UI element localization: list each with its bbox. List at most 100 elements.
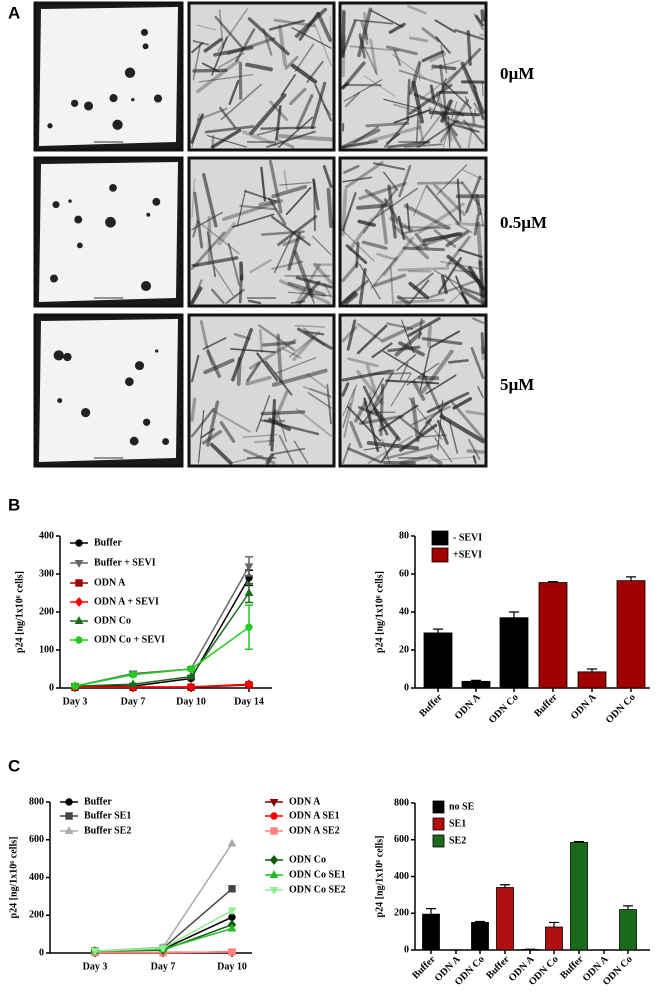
marker <box>64 826 74 835</box>
fibril <box>440 45 448 74</box>
fibril <box>289 87 307 106</box>
y-tick-label: 0 <box>404 682 409 693</box>
marker <box>244 588 254 597</box>
aggregate <box>125 377 134 387</box>
fibril <box>356 323 382 341</box>
fibril <box>217 8 249 52</box>
fibril <box>365 364 377 395</box>
fibril <box>354 400 368 423</box>
legend-label: ODN A SE1 <box>289 810 340 821</box>
fibril <box>428 106 475 134</box>
series-line <box>74 592 250 687</box>
fibril <box>475 15 485 27</box>
fibril <box>284 55 299 70</box>
fibril <box>293 440 309 464</box>
fibril <box>341 262 360 283</box>
fibril <box>369 38 378 74</box>
fibril <box>393 224 430 260</box>
legend-label: no SE <box>449 801 475 812</box>
marker <box>186 671 196 680</box>
bar <box>423 632 453 689</box>
fibril <box>429 52 447 63</box>
fibril <box>408 61 422 95</box>
fibril <box>406 202 411 232</box>
marker <box>75 636 83 644</box>
fibril <box>447 115 451 148</box>
fibril <box>358 267 367 305</box>
fibril <box>341 369 392 382</box>
aggregate <box>155 349 159 353</box>
fibril <box>341 141 371 149</box>
fibril <box>434 437 453 463</box>
fibril <box>283 169 288 191</box>
fibril <box>314 83 333 122</box>
fibril <box>294 324 325 328</box>
fibril <box>190 407 215 438</box>
fibril <box>190 397 197 422</box>
fibril <box>466 449 485 454</box>
fibril <box>412 380 426 401</box>
fibril <box>356 324 388 355</box>
fibril <box>206 135 247 148</box>
fibril <box>415 110 445 148</box>
aggregate <box>84 101 94 111</box>
fibril <box>435 36 451 54</box>
fibril <box>206 349 222 378</box>
fibril <box>294 43 315 72</box>
bar <box>461 680 491 689</box>
fibril <box>266 130 316 148</box>
fibril <box>355 241 360 268</box>
legend-label: ODN A <box>289 796 321 807</box>
micrograph <box>187 313 336 468</box>
fibril <box>362 385 389 436</box>
fibril <box>408 281 430 300</box>
fibril <box>348 217 374 251</box>
fibril <box>422 232 463 243</box>
y-tick-label: 800 <box>29 796 44 807</box>
fibril <box>292 337 315 362</box>
fibril <box>408 83 453 115</box>
fibril <box>398 164 412 198</box>
fibril <box>190 231 226 270</box>
fibril <box>329 16 332 44</box>
fibril <box>403 224 442 235</box>
fibril <box>191 42 204 54</box>
error-bar <box>574 840 584 843</box>
marker <box>129 671 137 679</box>
fibril <box>415 111 420 144</box>
fibril <box>356 203 388 210</box>
fibril <box>268 408 277 447</box>
fibril <box>379 383 385 437</box>
fibril <box>357 219 376 227</box>
fibril <box>478 260 485 298</box>
fibril <box>460 286 485 297</box>
fibril <box>425 185 460 225</box>
y-tick-label: 600 <box>394 834 409 845</box>
aggregate <box>53 350 64 361</box>
fibril <box>345 292 359 305</box>
y-tick-label: 300 <box>39 568 54 579</box>
y-tick-label: 60 <box>399 568 409 579</box>
concentration-label: 5µM <box>500 375 534 394</box>
fibril <box>392 54 427 80</box>
fibril <box>411 80 424 124</box>
fibril <box>393 49 402 67</box>
fibril <box>418 418 432 435</box>
fibril <box>410 397 420 443</box>
fibril <box>295 94 314 130</box>
fibril <box>440 274 448 295</box>
aggregate <box>81 408 91 418</box>
fibril <box>235 28 256 62</box>
x-tick-label: Day 3 <box>83 961 108 972</box>
fibril <box>270 215 311 247</box>
fibril <box>263 419 320 436</box>
fibril <box>343 164 360 174</box>
fibril <box>372 406 401 441</box>
fibril <box>381 438 391 464</box>
legend-swatch <box>432 834 445 848</box>
fibril <box>255 395 271 432</box>
x-tick-label: Day 10 <box>176 696 206 707</box>
fibril <box>419 347 431 391</box>
series-line <box>74 683 250 688</box>
fibril <box>219 106 237 129</box>
